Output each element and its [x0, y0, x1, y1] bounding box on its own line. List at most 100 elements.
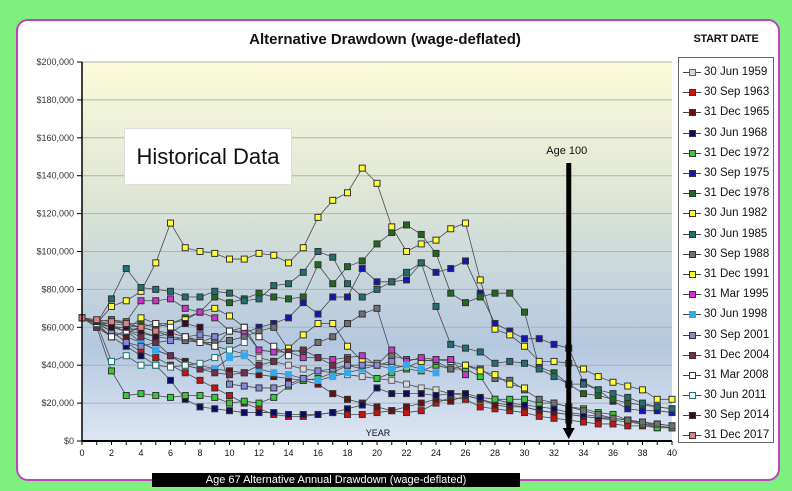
data-point [181, 244, 189, 252]
x-tick-label: 30 [519, 448, 529, 458]
data-point [344, 263, 351, 271]
data-point [211, 405, 219, 413]
y-tick-label: $180,000 [36, 95, 74, 105]
data-point [388, 229, 396, 237]
data-point [329, 196, 337, 204]
data-point [373, 403, 381, 411]
data-point [270, 293, 278, 301]
data-point [491, 371, 499, 379]
y-tick-label: $160,000 [36, 133, 74, 143]
data-point [329, 409, 337, 417]
data-point [653, 420, 661, 428]
data-point [211, 314, 219, 322]
data-point [462, 371, 469, 379]
data-point [491, 359, 499, 367]
data-point [535, 357, 543, 365]
y-tick-label: $100,000 [36, 247, 74, 257]
data-point [491, 325, 499, 333]
data-point [358, 293, 366, 301]
data-point [137, 352, 145, 360]
data-point [122, 392, 130, 400]
legend-marker-icon [683, 289, 701, 299]
data-point [108, 323, 115, 331]
data-point [329, 293, 337, 301]
data-point [152, 297, 160, 305]
data-point [167, 393, 174, 401]
data-point [108, 367, 115, 375]
data-point [255, 295, 263, 303]
data-point [211, 304, 219, 312]
legend-marker-icon [683, 67, 701, 77]
data-point [196, 331, 204, 339]
legend-label: 30 Jun 1985 [704, 227, 768, 240]
data-point [152, 327, 160, 335]
data-point [314, 213, 322, 221]
data-point [299, 354, 307, 362]
data-point [462, 219, 469, 227]
data-point [624, 416, 632, 424]
data-point [152, 320, 160, 328]
legend-item: 30 Jun 1968 [679, 123, 773, 143]
legend-marker-icon [683, 430, 701, 440]
data-point [462, 257, 469, 265]
data-point [270, 393, 278, 401]
data-point [417, 384, 425, 392]
data-point [211, 293, 219, 301]
y-tick-label: $120,000 [36, 209, 74, 219]
data-point [462, 344, 469, 352]
data-point [181, 369, 189, 377]
data-point [255, 354, 263, 362]
data-point [476, 276, 484, 284]
data-point [609, 390, 617, 398]
data-point [329, 361, 337, 369]
data-point [373, 304, 381, 312]
data-point [668, 395, 676, 403]
data-point [137, 390, 145, 398]
data-point [329, 390, 337, 398]
legend-label: 30 Jun 1968 [704, 126, 768, 139]
data-point [373, 409, 381, 417]
data-point [108, 302, 115, 310]
data-point [299, 268, 307, 276]
legend-label: 31 Dec 1972 [704, 146, 770, 159]
data-point [226, 407, 233, 415]
data-point [388, 376, 396, 384]
data-point [388, 365, 396, 373]
data-point [299, 299, 307, 307]
data-point [167, 219, 174, 227]
data-point [240, 382, 248, 390]
x-tick-label: 2 [109, 448, 114, 458]
legend-label: 31 Dec 2004 [704, 348, 770, 361]
data-point [240, 338, 248, 346]
legend-label: 31 Dec 1965 [704, 106, 770, 119]
legend-label: 30 Sep 2014 [704, 409, 770, 422]
data-point [344, 405, 351, 413]
data-point [270, 409, 278, 417]
x-tick-label: 28 [490, 448, 500, 458]
legend-marker-icon [683, 410, 701, 420]
data-point [137, 361, 145, 369]
legend-marker-icon [683, 350, 701, 360]
data-point [314, 310, 322, 318]
data-point [255, 289, 263, 297]
data-point [535, 395, 543, 403]
data-point [285, 410, 292, 418]
data-point [226, 354, 233, 362]
data-point [314, 354, 322, 362]
data-point [329, 373, 337, 381]
x-tick-label: 36 [608, 448, 618, 458]
data-point [358, 373, 366, 381]
legend-item: 31 Dec 1978 [679, 183, 773, 203]
data-point [388, 278, 396, 286]
data-point [196, 403, 204, 411]
x-tick-label: 18 [342, 448, 352, 458]
data-point [226, 337, 233, 345]
data-point [285, 352, 292, 360]
data-point [167, 329, 174, 337]
x-tick-label: 32 [549, 448, 559, 458]
data-point [373, 384, 381, 392]
data-point [491, 401, 499, 409]
data-point [594, 373, 602, 381]
data-point [122, 338, 130, 346]
